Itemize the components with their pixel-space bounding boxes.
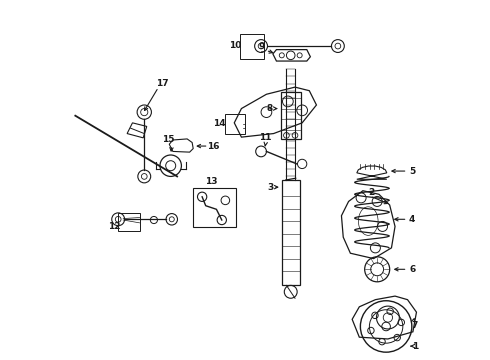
Text: 6: 6 <box>409 265 416 274</box>
Text: 14: 14 <box>213 119 225 128</box>
Text: 12: 12 <box>108 222 120 231</box>
Text: 3: 3 <box>267 183 273 192</box>
Bar <box>225 114 245 134</box>
Bar <box>241 33 264 59</box>
Bar <box>282 180 300 285</box>
Bar <box>118 213 140 231</box>
Text: 11: 11 <box>260 133 272 142</box>
Text: 16: 16 <box>207 141 219 150</box>
Text: 13: 13 <box>205 177 217 186</box>
Text: 2: 2 <box>368 188 375 197</box>
Text: 5: 5 <box>409 167 416 176</box>
Text: 4: 4 <box>409 215 416 224</box>
Text: 9: 9 <box>259 42 265 51</box>
Text: 7: 7 <box>412 321 418 330</box>
Text: 1: 1 <box>412 342 418 351</box>
Text: 15: 15 <box>162 135 174 144</box>
Bar <box>281 93 301 139</box>
Text: 8: 8 <box>267 104 273 113</box>
Text: 10: 10 <box>229 41 241 50</box>
Text: 17: 17 <box>156 79 169 88</box>
Bar <box>193 188 236 227</box>
